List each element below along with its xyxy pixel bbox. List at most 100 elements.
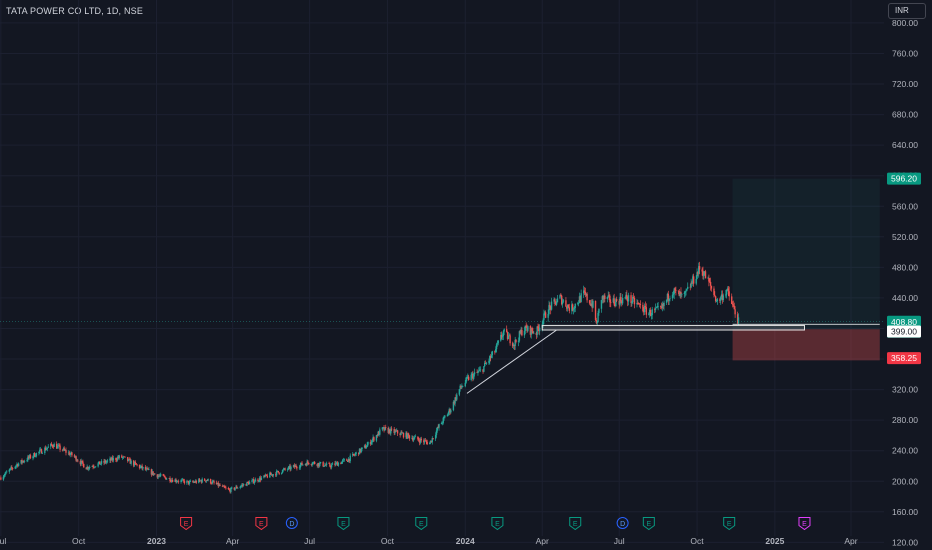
candle-body bbox=[591, 303, 593, 308]
candle bbox=[668, 298, 670, 305]
candle bbox=[680, 287, 682, 299]
dividend-marker[interactable]: D bbox=[285, 517, 298, 529]
earnings-marker[interactable]: E bbox=[723, 517, 736, 531]
candle bbox=[725, 289, 727, 298]
candle bbox=[272, 473, 274, 478]
candle-body bbox=[478, 369, 481, 371]
candle bbox=[589, 299, 592, 307]
candle bbox=[61, 449, 64, 452]
candle bbox=[296, 465, 298, 471]
candle-body bbox=[80, 460, 82, 465]
candle-body bbox=[283, 468, 285, 470]
candle bbox=[376, 434, 378, 438]
candle-body bbox=[555, 302, 558, 305]
candle-body bbox=[465, 377, 467, 383]
candle-body bbox=[59, 445, 61, 450]
candle-body bbox=[224, 487, 226, 488]
candle bbox=[301, 460, 303, 466]
candle-body bbox=[476, 372, 478, 373]
candle-body bbox=[554, 299, 556, 302]
candle bbox=[370, 440, 373, 446]
candle bbox=[317, 462, 319, 469]
candle-body bbox=[259, 477, 261, 481]
earnings-marker[interactable]: E bbox=[798, 517, 811, 531]
candle-body bbox=[133, 461, 136, 466]
earnings-marker[interactable]: E bbox=[255, 517, 268, 531]
dividend-marker[interactable]: D bbox=[616, 517, 629, 529]
candle bbox=[554, 297, 556, 307]
candle bbox=[58, 443, 60, 447]
candle bbox=[555, 298, 558, 307]
y-tick-label: 480.00 bbox=[892, 262, 918, 272]
candle bbox=[266, 473, 269, 479]
candle-body bbox=[580, 293, 582, 302]
candle bbox=[292, 464, 295, 468]
candle bbox=[22, 460, 25, 463]
earnings-marker-shape bbox=[642, 517, 655, 531]
candle-body bbox=[584, 291, 587, 295]
candle bbox=[195, 479, 197, 484]
candle bbox=[710, 285, 713, 292]
candle bbox=[111, 455, 114, 463]
candle-body bbox=[378, 431, 380, 435]
candle-body bbox=[335, 462, 337, 465]
candle-body bbox=[67, 452, 70, 454]
candle bbox=[280, 472, 283, 475]
candle-body bbox=[531, 327, 533, 332]
candle-body bbox=[708, 277, 710, 282]
candle bbox=[560, 293, 562, 297]
candle bbox=[32, 455, 34, 461]
candle-body bbox=[171, 479, 174, 482]
candle-body bbox=[316, 464, 318, 467]
candle-body bbox=[728, 291, 730, 297]
earnings-marker-shape bbox=[569, 517, 582, 531]
x-tick-label: Oct bbox=[381, 536, 395, 546]
candle-body bbox=[418, 440, 421, 443]
candle-body bbox=[590, 303, 593, 306]
candle-body bbox=[709, 281, 711, 283]
candle bbox=[582, 285, 585, 298]
candle bbox=[319, 461, 322, 464]
candle bbox=[508, 333, 510, 337]
candle bbox=[631, 301, 633, 307]
candle bbox=[431, 436, 433, 445]
earnings-marker[interactable]: E bbox=[569, 517, 582, 531]
candle-body bbox=[566, 306, 568, 309]
candle-body bbox=[343, 459, 345, 461]
candle bbox=[106, 458, 109, 464]
candle bbox=[34, 453, 37, 458]
candle-body bbox=[357, 452, 360, 455]
earnings-marker[interactable]: E bbox=[642, 517, 655, 531]
candle-body bbox=[495, 349, 497, 353]
candle-body bbox=[235, 486, 237, 489]
candle-body bbox=[626, 298, 629, 302]
candle-body bbox=[277, 470, 280, 473]
candle bbox=[511, 341, 514, 348]
earnings-marker[interactable]: E bbox=[491, 517, 504, 531]
candle-body bbox=[432, 438, 434, 439]
candle-body bbox=[603, 295, 605, 299]
candle-body bbox=[104, 460, 106, 463]
candle-body bbox=[367, 442, 369, 445]
candle bbox=[187, 480, 190, 486]
earnings-marker[interactable]: E bbox=[337, 517, 350, 531]
candle-body bbox=[377, 431, 379, 437]
earnings-marker[interactable]: E bbox=[415, 517, 428, 531]
candle bbox=[423, 438, 425, 445]
candle-body bbox=[615, 299, 617, 307]
candle-body bbox=[444, 416, 446, 418]
candle-body bbox=[675, 290, 677, 292]
candle-body bbox=[311, 464, 313, 465]
candle bbox=[5, 471, 7, 475]
candle-body bbox=[709, 281, 712, 286]
candle bbox=[601, 295, 604, 304]
earnings-marker[interactable]: E bbox=[180, 517, 193, 531]
currency-button[interactable]: INR bbox=[888, 3, 926, 19]
candle bbox=[286, 468, 289, 472]
candle bbox=[556, 295, 559, 303]
candle-body bbox=[618, 300, 620, 305]
candle-body bbox=[88, 468, 90, 469]
x-tick-label: Apr bbox=[536, 536, 549, 546]
